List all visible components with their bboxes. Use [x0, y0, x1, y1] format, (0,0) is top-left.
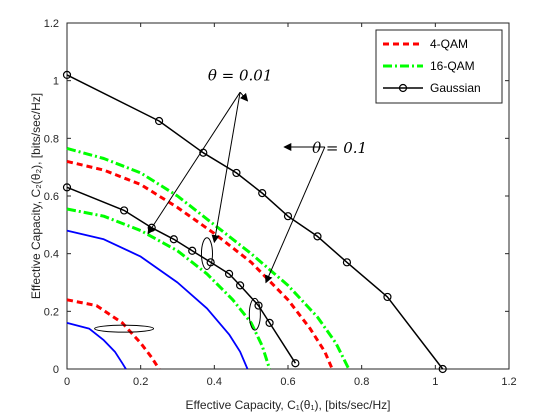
data-point-gaussian: [265, 318, 274, 327]
series-line-16-qam: [66, 207, 272, 370]
x-tick-label: 1: [432, 376, 438, 388]
y-tick-label: 0: [53, 364, 59, 376]
data-point-gaussian: [232, 168, 241, 178]
data-point-gaussian: [62, 70, 72, 80]
data-point-gaussian: [258, 189, 267, 198]
legend: 4-QAM 16-QAM Gaussian: [375, 29, 503, 104]
annotation-label: θ = 0.01: [208, 67, 273, 85]
legend-marker-gaussian: [398, 83, 408, 93]
legend-label-gaussian: Gaussian: [430, 81, 481, 95]
annotation-layer: θ = 0.01 θ = 0.1: [94, 67, 367, 333]
x-tick-label: 0: [64, 376, 70, 388]
annotation-arrow: [211, 92, 241, 244]
legend-label-16qam: 16-QAM: [430, 59, 475, 73]
data-point-gaussian: [438, 364, 447, 374]
annotation-ellipse: [94, 324, 155, 333]
series-layer: [62, 70, 447, 374]
series-line-4-qam: [66, 159, 334, 370]
y-tick-label: 1: [53, 76, 59, 88]
annotation-arrow: [265, 146, 326, 284]
data-point-gaussian: [62, 183, 72, 192]
data-point-gaussian: [169, 235, 178, 244]
data-point-gaussian: [224, 269, 234, 278]
x-axis-label: Effective Capacity, C₁(θ₁), [bits/sec/Hz…: [185, 398, 390, 412]
series-line-16-qam: [66, 146, 351, 370]
data-point-gaussian: [291, 359, 300, 368]
data-point-gaussian: [342, 258, 352, 267]
y-tick-label: 0.2: [44, 306, 59, 318]
x-tick-label: 1.2: [501, 376, 516, 388]
series-line-curve: [66, 229, 249, 370]
y-tick-label: 0.6: [44, 191, 59, 203]
series-line-gaussian: [66, 186, 297, 364]
data-point-gaussian: [313, 232, 322, 241]
annotation-ellipse: [248, 297, 261, 331]
y-axis-label: Effective Capacity, C₂(θ₂), [bits/sec/Hz…: [29, 93, 43, 299]
annotation-label: θ = 0.1: [312, 139, 367, 157]
y-tick-label: 1.2: [44, 18, 59, 30]
data-point-gaussian: [236, 281, 245, 290]
annotation-ellipse: [200, 237, 213, 271]
data-point-gaussian: [383, 292, 392, 302]
legend-label-4qam: 4-QAM: [430, 37, 468, 51]
series-line-4-qam: [66, 298, 161, 370]
series-line-curve: [66, 322, 127, 370]
series-line-gaussian: [66, 74, 444, 370]
data-point-gaussian: [283, 212, 293, 221]
data-point-gaussian: [119, 206, 129, 215]
data-point-gaussian: [188, 246, 197, 255]
x-tick-label: 0.8: [354, 376, 369, 388]
x-tick-label: 0.4: [207, 376, 222, 388]
y-tick-label: 0.8: [44, 133, 59, 145]
data-point-gaussian: [154, 116, 164, 126]
annotation-arrow: [239, 91, 249, 102]
y-tick-label: 0.4: [44, 249, 59, 261]
x-tick-label: 0.2: [133, 376, 148, 388]
x-tick-label: 0.6: [280, 376, 295, 388]
axis-ticks: 0 0.2 0.4 0.6 0.8 1 1.2 0 0.2 0.4 0.6 0.8 1 1.2: [44, 18, 517, 388]
annotation-arrow: [147, 91, 241, 235]
